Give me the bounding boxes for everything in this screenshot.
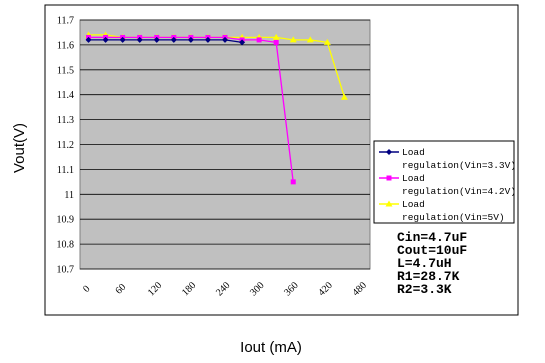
data-point — [386, 149, 392, 155]
data-point — [273, 39, 279, 45]
data-point — [136, 36, 143, 43]
y-tick-label: 11.3 — [57, 115, 74, 126]
y-tick-label: 10.8 — [57, 240, 75, 251]
data-point — [386, 175, 392, 181]
data-point — [290, 179, 296, 185]
data-point — [153, 36, 160, 43]
y-tick-label: 10.7 — [57, 265, 75, 276]
y-tick-label: 11.5 — [57, 65, 74, 76]
data-point — [340, 93, 348, 100]
legend-label: regulation(Vin=3.3V) — [402, 160, 516, 171]
y-axis-title: Vout(V) — [11, 123, 28, 173]
y-axis-ticks: 11.7 11.6 11.5 11.4 11.3 11.2 11.1 11 10.9 10.8 10… — [57, 16, 75, 276]
y-tick-label: 11 — [64, 190, 74, 201]
parameter-label: R2=3.3K — [397, 282, 452, 297]
x-tick-label: 0 — [81, 284, 92, 295]
data-point — [119, 36, 126, 43]
grid-lines — [80, 19, 370, 270]
y-tick-label: 11.1 — [57, 165, 74, 176]
data-point — [85, 36, 92, 43]
legend-box — [373, 140, 515, 224]
data-point — [187, 36, 194, 43]
data-point — [204, 36, 211, 43]
y-tick-label: 11.2 — [57, 140, 74, 151]
data-point — [323, 38, 331, 45]
y-tick-label: 11.4 — [57, 90, 74, 101]
data-point — [256, 37, 262, 43]
data-point — [102, 36, 109, 43]
series-line — [88, 39, 243, 44]
legend: Load regulation(Vin=3.3V) Load regulation(V… — [373, 140, 516, 224]
y-tick-label: 11.6 — [57, 40, 74, 51]
data-point — [272, 33, 280, 40]
legend-label: Load — [402, 199, 425, 210]
parameter-label: Cout=10uF — [397, 243, 467, 258]
data-point — [239, 39, 246, 46]
legend-label: Load — [402, 173, 425, 184]
data-point — [222, 36, 228, 43]
y-tick-label: 10.9 — [57, 215, 75, 226]
data-point — [385, 200, 393, 207]
legend-label: regulation(Vin=4.2V) — [402, 186, 516, 197]
y-tick-label: 11.7 — [57, 16, 74, 27]
data-point — [289, 36, 297, 43]
series-lines — [85, 31, 348, 185]
parameter-label: Cin=4.7uF — [397, 230, 467, 245]
data-point — [306, 36, 314, 43]
data-point — [170, 36, 177, 43]
legend-label: Load — [402, 147, 425, 158]
parameter-label: R1=28.7K — [397, 269, 460, 284]
legend-label: regulation(Vin=5V) — [402, 212, 505, 223]
x-axis-title: Iout (mA) — [240, 339, 302, 356]
parameter-label: L=4.7uH — [397, 256, 452, 271]
